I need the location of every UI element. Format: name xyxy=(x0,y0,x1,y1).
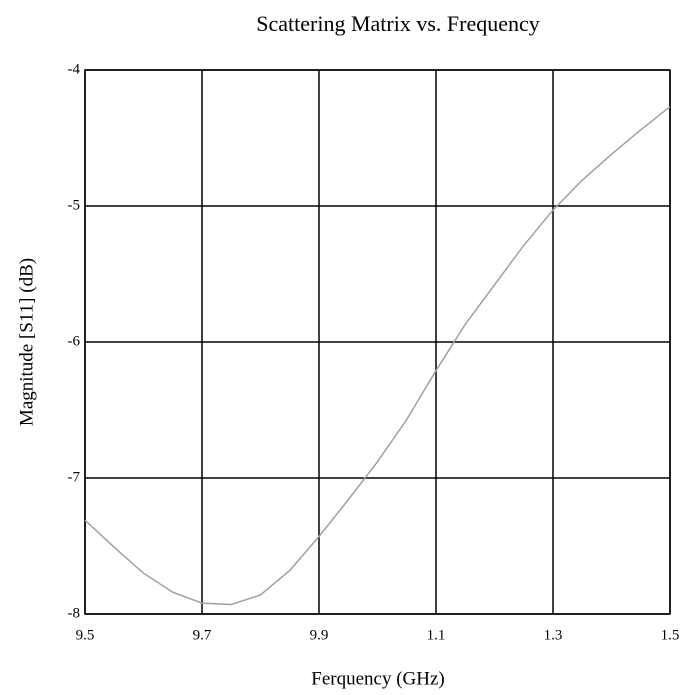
x-axis-label: Ferquency (GHz) xyxy=(311,668,444,689)
y-tick-label: -8 xyxy=(68,605,81,621)
x-tick-label: 9.5 xyxy=(76,627,95,643)
y-tick-label: -6 xyxy=(68,333,81,349)
y-tick-label: -4 xyxy=(68,61,81,77)
y-tick-label: -5 xyxy=(68,197,81,213)
chart-title: Scattering Matrix vs. Frequency xyxy=(256,11,540,36)
y-tick-label: -7 xyxy=(68,469,81,485)
data-line xyxy=(84,106,671,606)
y-axis-label: Magnitude [S11] (dB) xyxy=(16,258,37,426)
x-tick-label: 1.1 xyxy=(427,627,446,643)
x-tick-label: 9.7 xyxy=(193,627,212,643)
x-tick-label: 1.3 xyxy=(544,627,563,643)
plot-frame xyxy=(84,69,671,615)
x-tick-label: 9.9 xyxy=(310,627,329,643)
x-tick-label: 1.5 xyxy=(661,627,680,643)
